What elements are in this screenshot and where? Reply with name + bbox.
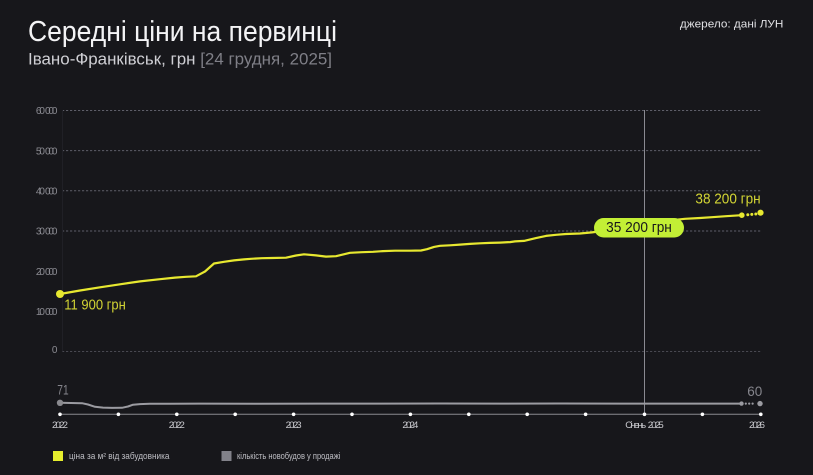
svg-text:60: 60 [747,383,762,399]
svg-text:Січень 2025: Січень 2025 [625,420,664,431]
svg-text:ціна за м² від забудовника: ціна за м² від забудовника [69,451,170,461]
svg-text:Івано-Франківськ, грн [24 груд: Івано-Франківськ, грн [24 грудня, 2025] [28,51,332,69]
svg-text:30 000: 30 000 [36,227,58,238]
svg-text:2026: 2026 [749,420,765,431]
svg-text:0: 0 [52,345,58,356]
svg-text:50 000: 50 000 [36,146,58,157]
svg-text:11 900 грн: 11 900 грн [64,298,126,314]
svg-text:2024: 2024 [402,420,419,431]
svg-text:джерело: дані ЛУН: джерело: дані ЛУН [680,18,784,30]
svg-text:Середні ціни на первинці: Середні ціни на первинці [28,16,337,48]
svg-text:10 000: 10 000 [36,307,58,318]
svg-text:2023: 2023 [286,420,302,431]
svg-text:20 000: 20 000 [36,267,58,278]
svg-text:71: 71 [57,381,68,397]
svg-text:60 000: 60 000 [36,106,58,117]
svg-text:40 000: 40 000 [36,187,58,198]
svg-text:2022: 2022 [52,420,68,431]
svg-text:кількість новобудов у продажі: кількість новобудов у продажі [237,451,340,461]
svg-text:38 200 грн: 38 200 грн [695,191,760,208]
svg-text:35 200 грн: 35 200 грн [606,219,672,236]
svg-text:2022: 2022 [169,420,185,431]
